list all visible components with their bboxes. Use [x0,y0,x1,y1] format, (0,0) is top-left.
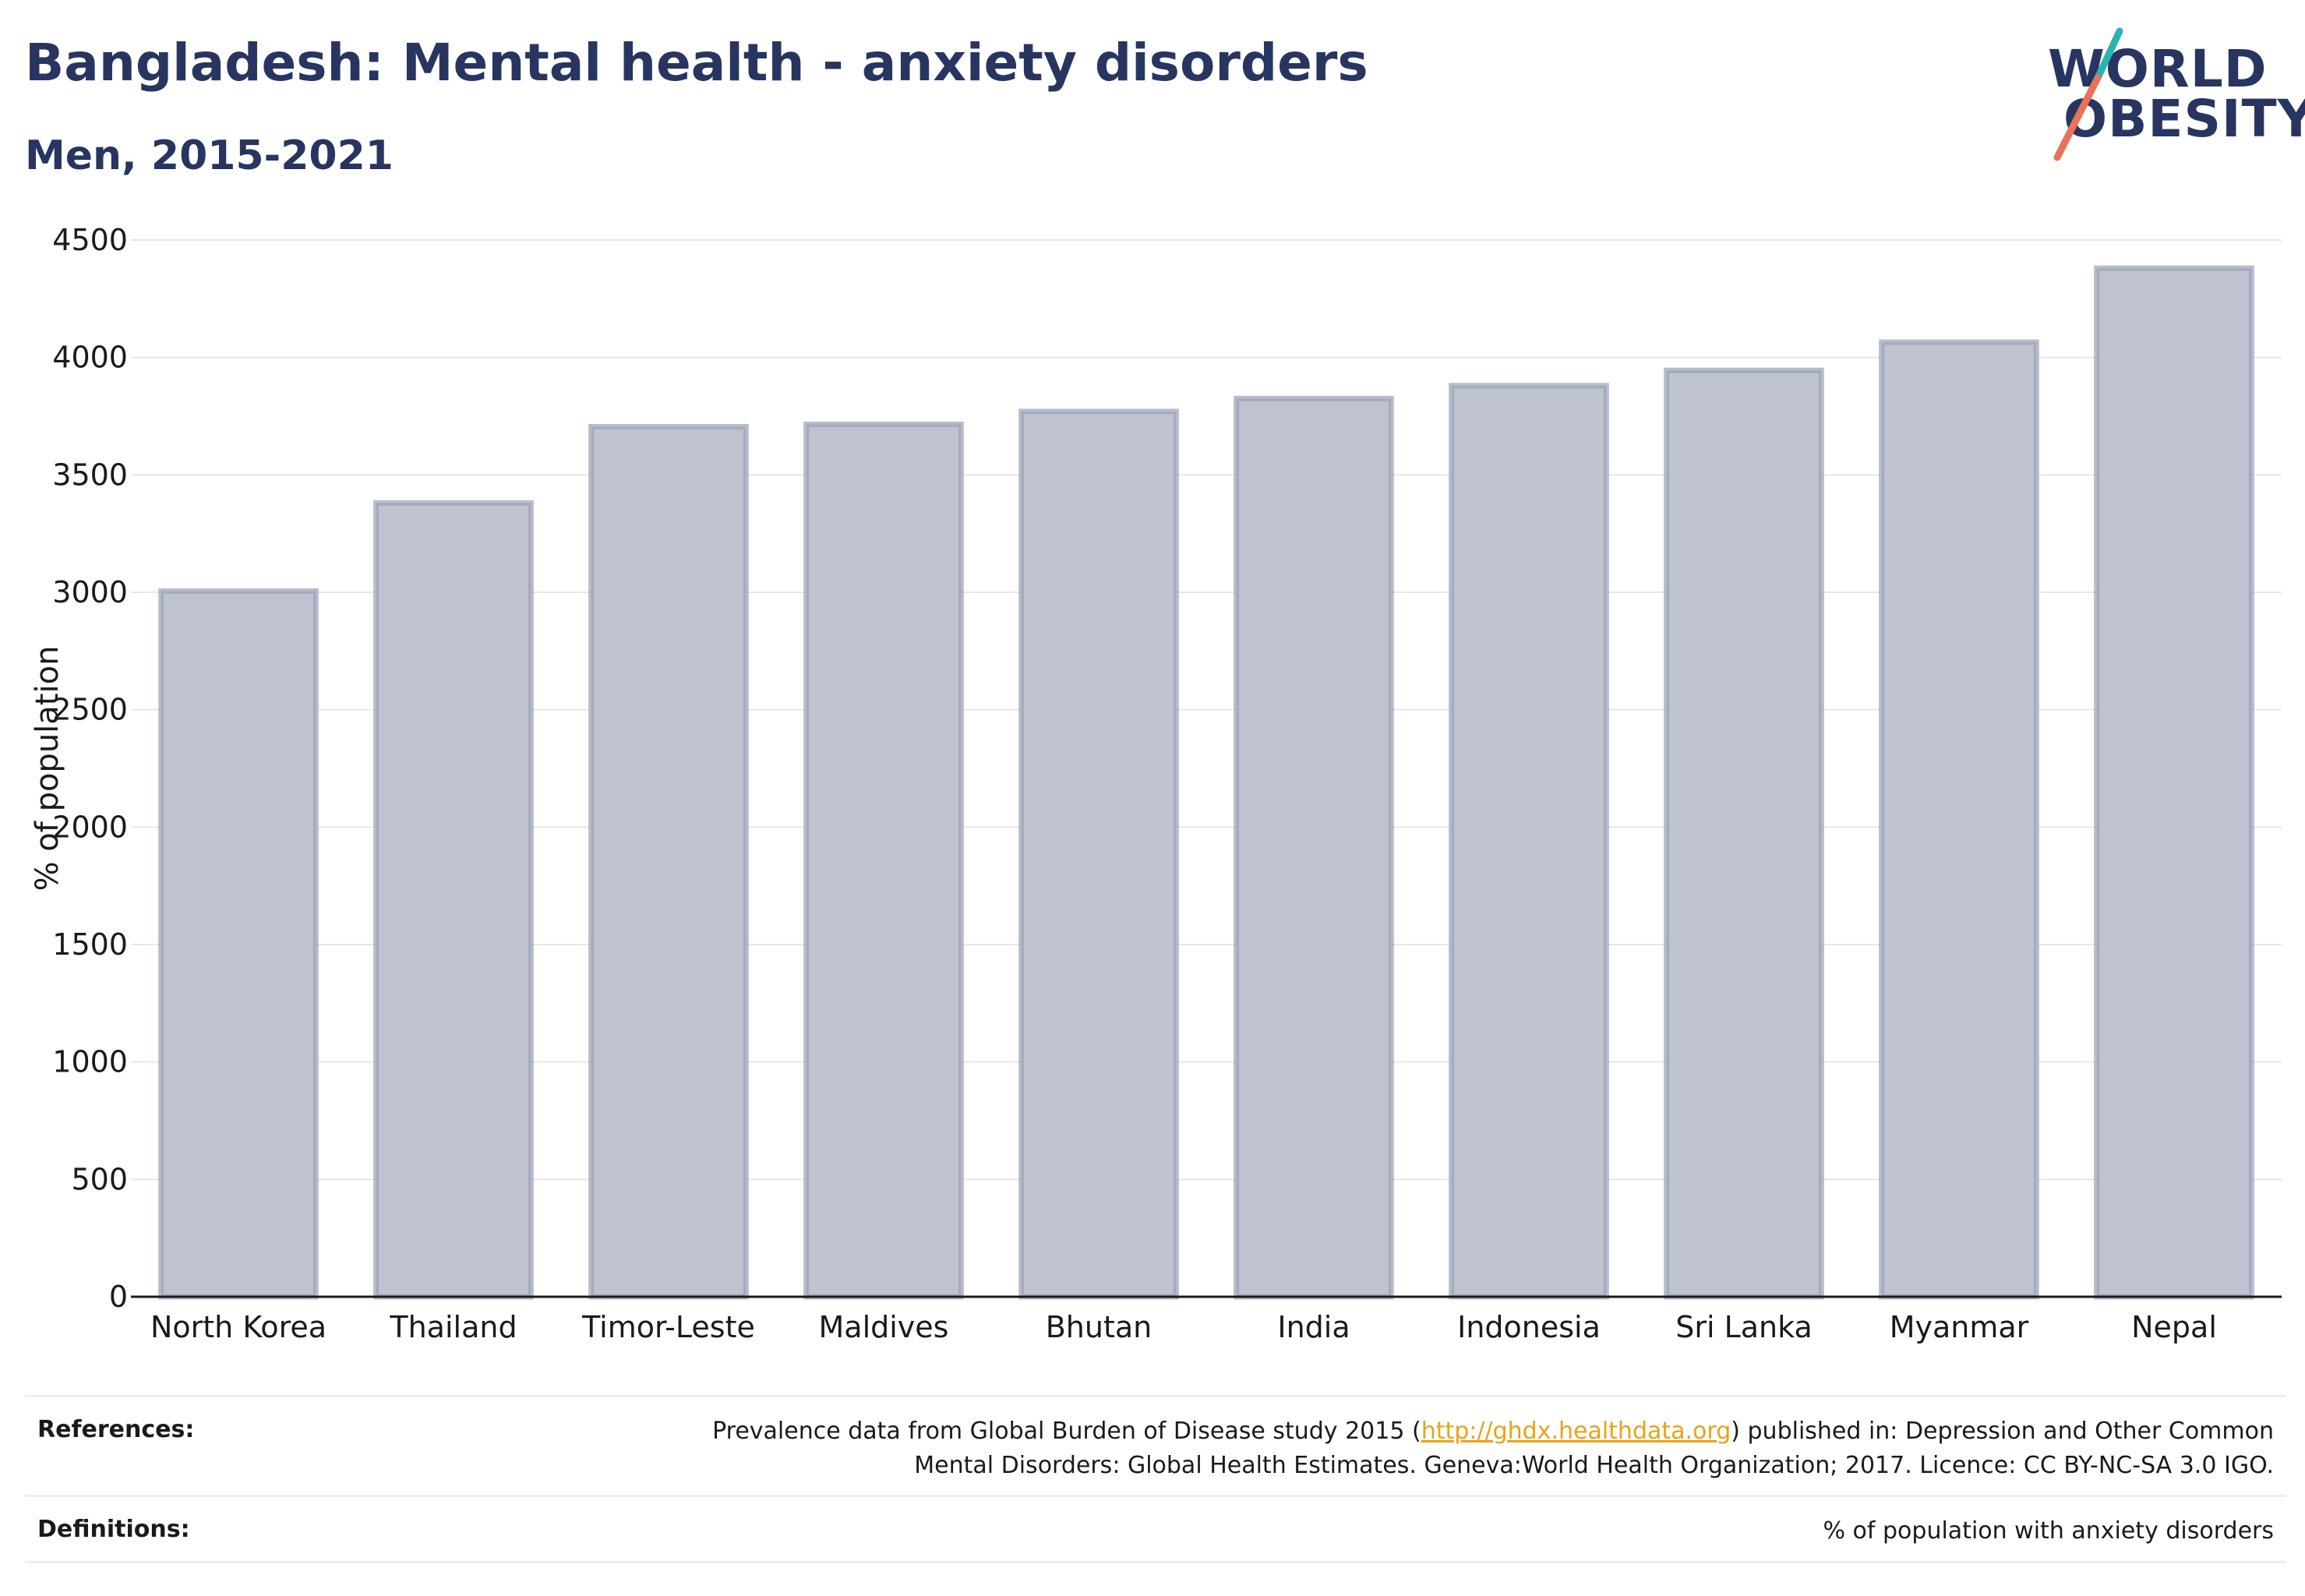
y-tick-label: 3500 [52,457,128,492]
x-tick-label: Sri Lanka [1675,1310,1813,1344]
logo-line-1: WORLD [2048,39,2268,99]
y-tick-label: 500 [71,1162,128,1196]
x-tick-label: Thailand [389,1310,517,1344]
x-tick-label: Myanmar [1890,1310,2029,1344]
references-line-2: Mental Disorders: Global Health Estimate… [914,1452,2274,1479]
references-link[interactable]: http://ghdx.healthdata.org [1421,1418,1731,1445]
logo-line-2: OBESITY [2063,89,2305,149]
bar [1664,367,1824,1300]
logo-slash-icon [2053,27,2123,161]
x-tick-label: Bhutan [1046,1310,1152,1344]
bar [1449,383,1609,1300]
bar [2094,265,2254,1300]
y-tick-label: 0 [109,1280,128,1314]
bar [373,500,534,1300]
x-tick-label: India [1277,1310,1350,1344]
world-obesity-logo: WORLD OBESITY [2026,23,2305,171]
references-row: References: Prevalence data from Global … [25,1395,2286,1495]
references-text: Prevalence data from Global Burden of Di… [712,1414,2274,1483]
bar [158,588,319,1300]
bar [1018,408,1179,1300]
bar [1879,339,2039,1300]
bar [1234,395,1394,1300]
x-tick-label: Maldives [819,1310,949,1344]
x-tick-label: Timor-Leste [581,1310,755,1344]
y-tick-label: 1000 [52,1045,128,1079]
chart-title: Bangladesh: Mental health - anxiety diso… [25,33,1368,93]
references-pre: Prevalence data from Global Burden of Di… [712,1418,1421,1445]
definitions-label: Definitions: [37,1516,190,1543]
references-post: ) published in: Depression and Other Com… [1731,1418,2274,1445]
y-axis-label: % of population [30,646,65,892]
bar [803,422,964,1300]
bar [588,424,749,1300]
references-panel: References: Prevalence data from Global … [25,1395,2286,1563]
x-tick-label: Nepal [2131,1310,2217,1344]
x-tick-label: North Korea [150,1310,327,1344]
y-tick-label: 4500 [52,223,128,257]
references-label: References: [37,1416,195,1443]
x-tick-label: Indonesia [1457,1310,1601,1344]
bar-chart: 0 500 1000 1500 2000 2500 3000 3500 4000 4500 Nort… [30,223,2282,1344]
definitions-row: Definitions: % of population with anxiet… [25,1495,2286,1563]
y-tick-label: 3000 [52,575,128,609]
chart-subtitle: Men, 2015-2021 [25,132,394,179]
y-tick-label: 2000 [52,810,128,844]
y-tick-label: 2500 [52,693,128,727]
definitions-text: % of population with anxiety disorders [1823,1517,2274,1545]
y-tick-label: 4000 [52,341,128,375]
y-tick-label: 1500 [52,927,128,962]
